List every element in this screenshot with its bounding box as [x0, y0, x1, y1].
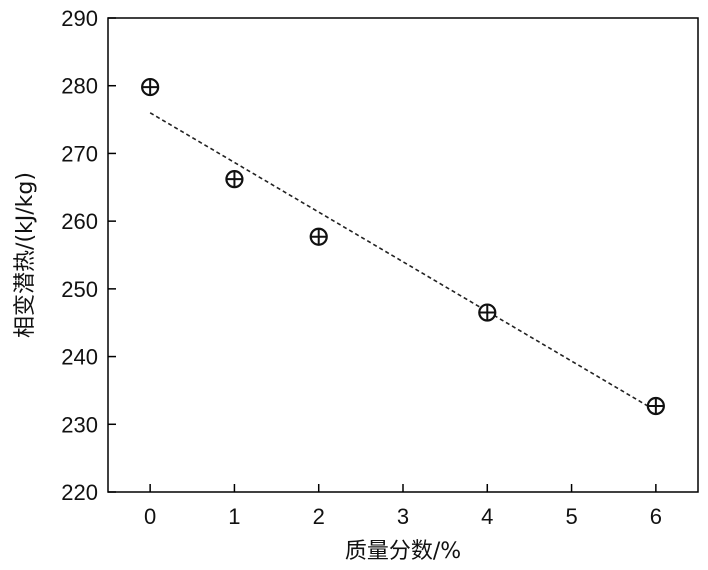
y-axis-title: 相变潜热/(kJ/kg) — [13, 172, 38, 338]
data-point — [478, 303, 497, 322]
data-point — [225, 170, 244, 189]
x-tick-label: 2 — [313, 504, 325, 529]
data-point — [646, 396, 665, 416]
data-point — [141, 77, 160, 97]
x-tick-label: 6 — [650, 504, 662, 529]
x-tick-label: 5 — [565, 504, 577, 529]
data-point — [309, 227, 328, 246]
y-tick-label: 240 — [61, 345, 98, 370]
x-tick-label: 1 — [228, 504, 240, 529]
y-tick-label: 260 — [61, 209, 98, 234]
y-tick-label: 290 — [61, 6, 98, 31]
plot-frame — [107, 17, 699, 493]
x-tick-label: 4 — [481, 504, 493, 529]
x-tick-label: 3 — [397, 504, 409, 529]
y-tick-label: 220 — [61, 480, 98, 505]
y-tick-label: 250 — [61, 277, 98, 302]
x-tick-label: 0 — [144, 504, 156, 529]
trend-line — [149, 112, 657, 412]
x-axis-title: 质量分数/% — [345, 539, 461, 564]
y-tick-label: 230 — [61, 412, 98, 437]
y-tick-label: 270 — [61, 141, 98, 166]
y-tick-label: 280 — [61, 74, 98, 99]
